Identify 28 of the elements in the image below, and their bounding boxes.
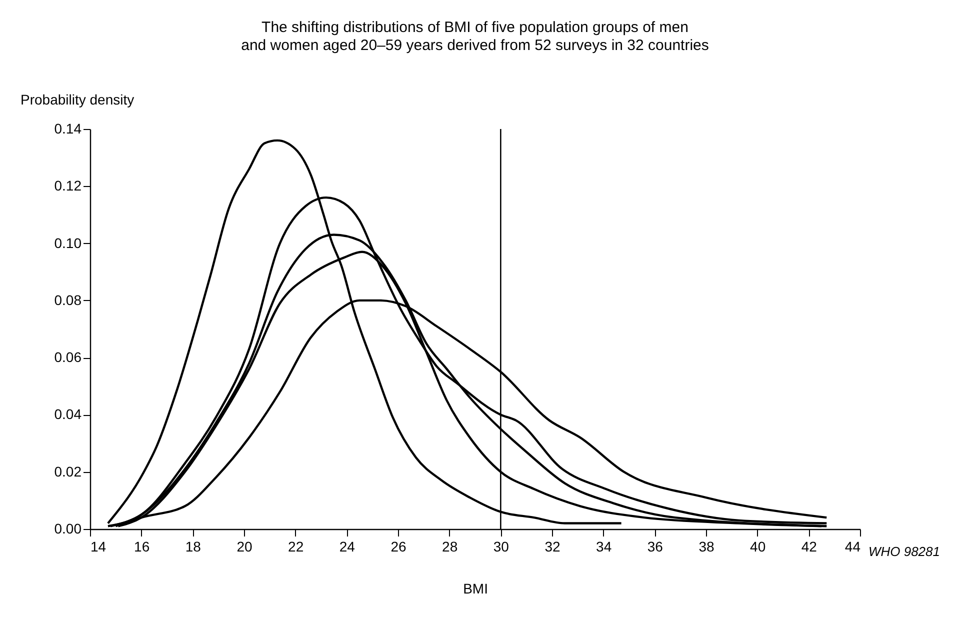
- x-tick-label: 40: [750, 538, 766, 554]
- y-tick-label: 0.14: [54, 120, 82, 136]
- x-tick-label: 30: [493, 538, 510, 554]
- x-tick-label: 24: [339, 538, 356, 554]
- x-tick-label: 20: [236, 538, 252, 554]
- x-tick-label: 18: [185, 538, 202, 554]
- x-tick-label: 34: [596, 538, 612, 554]
- y-tick-label: 0.04: [54, 406, 82, 422]
- y-axis-title: Probability density: [20, 92, 134, 108]
- chart-title: The shifting distributions of BMI of five population groups of men and women aged 20–59 years derived from 52 surveys in 32 countries: [241, 19, 709, 54]
- x-tick-label: 44: [844, 538, 861, 554]
- x-tick-label: 26: [390, 538, 406, 554]
- text: WHO 98281: [868, 544, 940, 559]
- y-tick-label: 0.12: [54, 178, 82, 194]
- y-tick-label: 0.00: [54, 520, 82, 536]
- x-tick-label: 32: [544, 538, 560, 554]
- y-tick-label: 0.08: [54, 292, 82, 308]
- x-axis-title: BMI: [463, 580, 488, 596]
- y-tick-label: 0.06: [54, 349, 82, 366]
- x-tick-label: 16: [134, 538, 150, 554]
- x-tick-label: 28: [442, 538, 458, 554]
- y-tick-label: 0.02: [54, 463, 82, 480]
- x-tick-label: 22: [288, 538, 304, 554]
- x-tick-label: 42: [801, 538, 818, 554]
- x-tick-label: 38: [698, 538, 714, 554]
- x-tick-label: 14: [90, 538, 106, 554]
- x-tick-label: 36: [647, 538, 664, 554]
- y-tick-label: 0.10: [54, 234, 82, 251]
